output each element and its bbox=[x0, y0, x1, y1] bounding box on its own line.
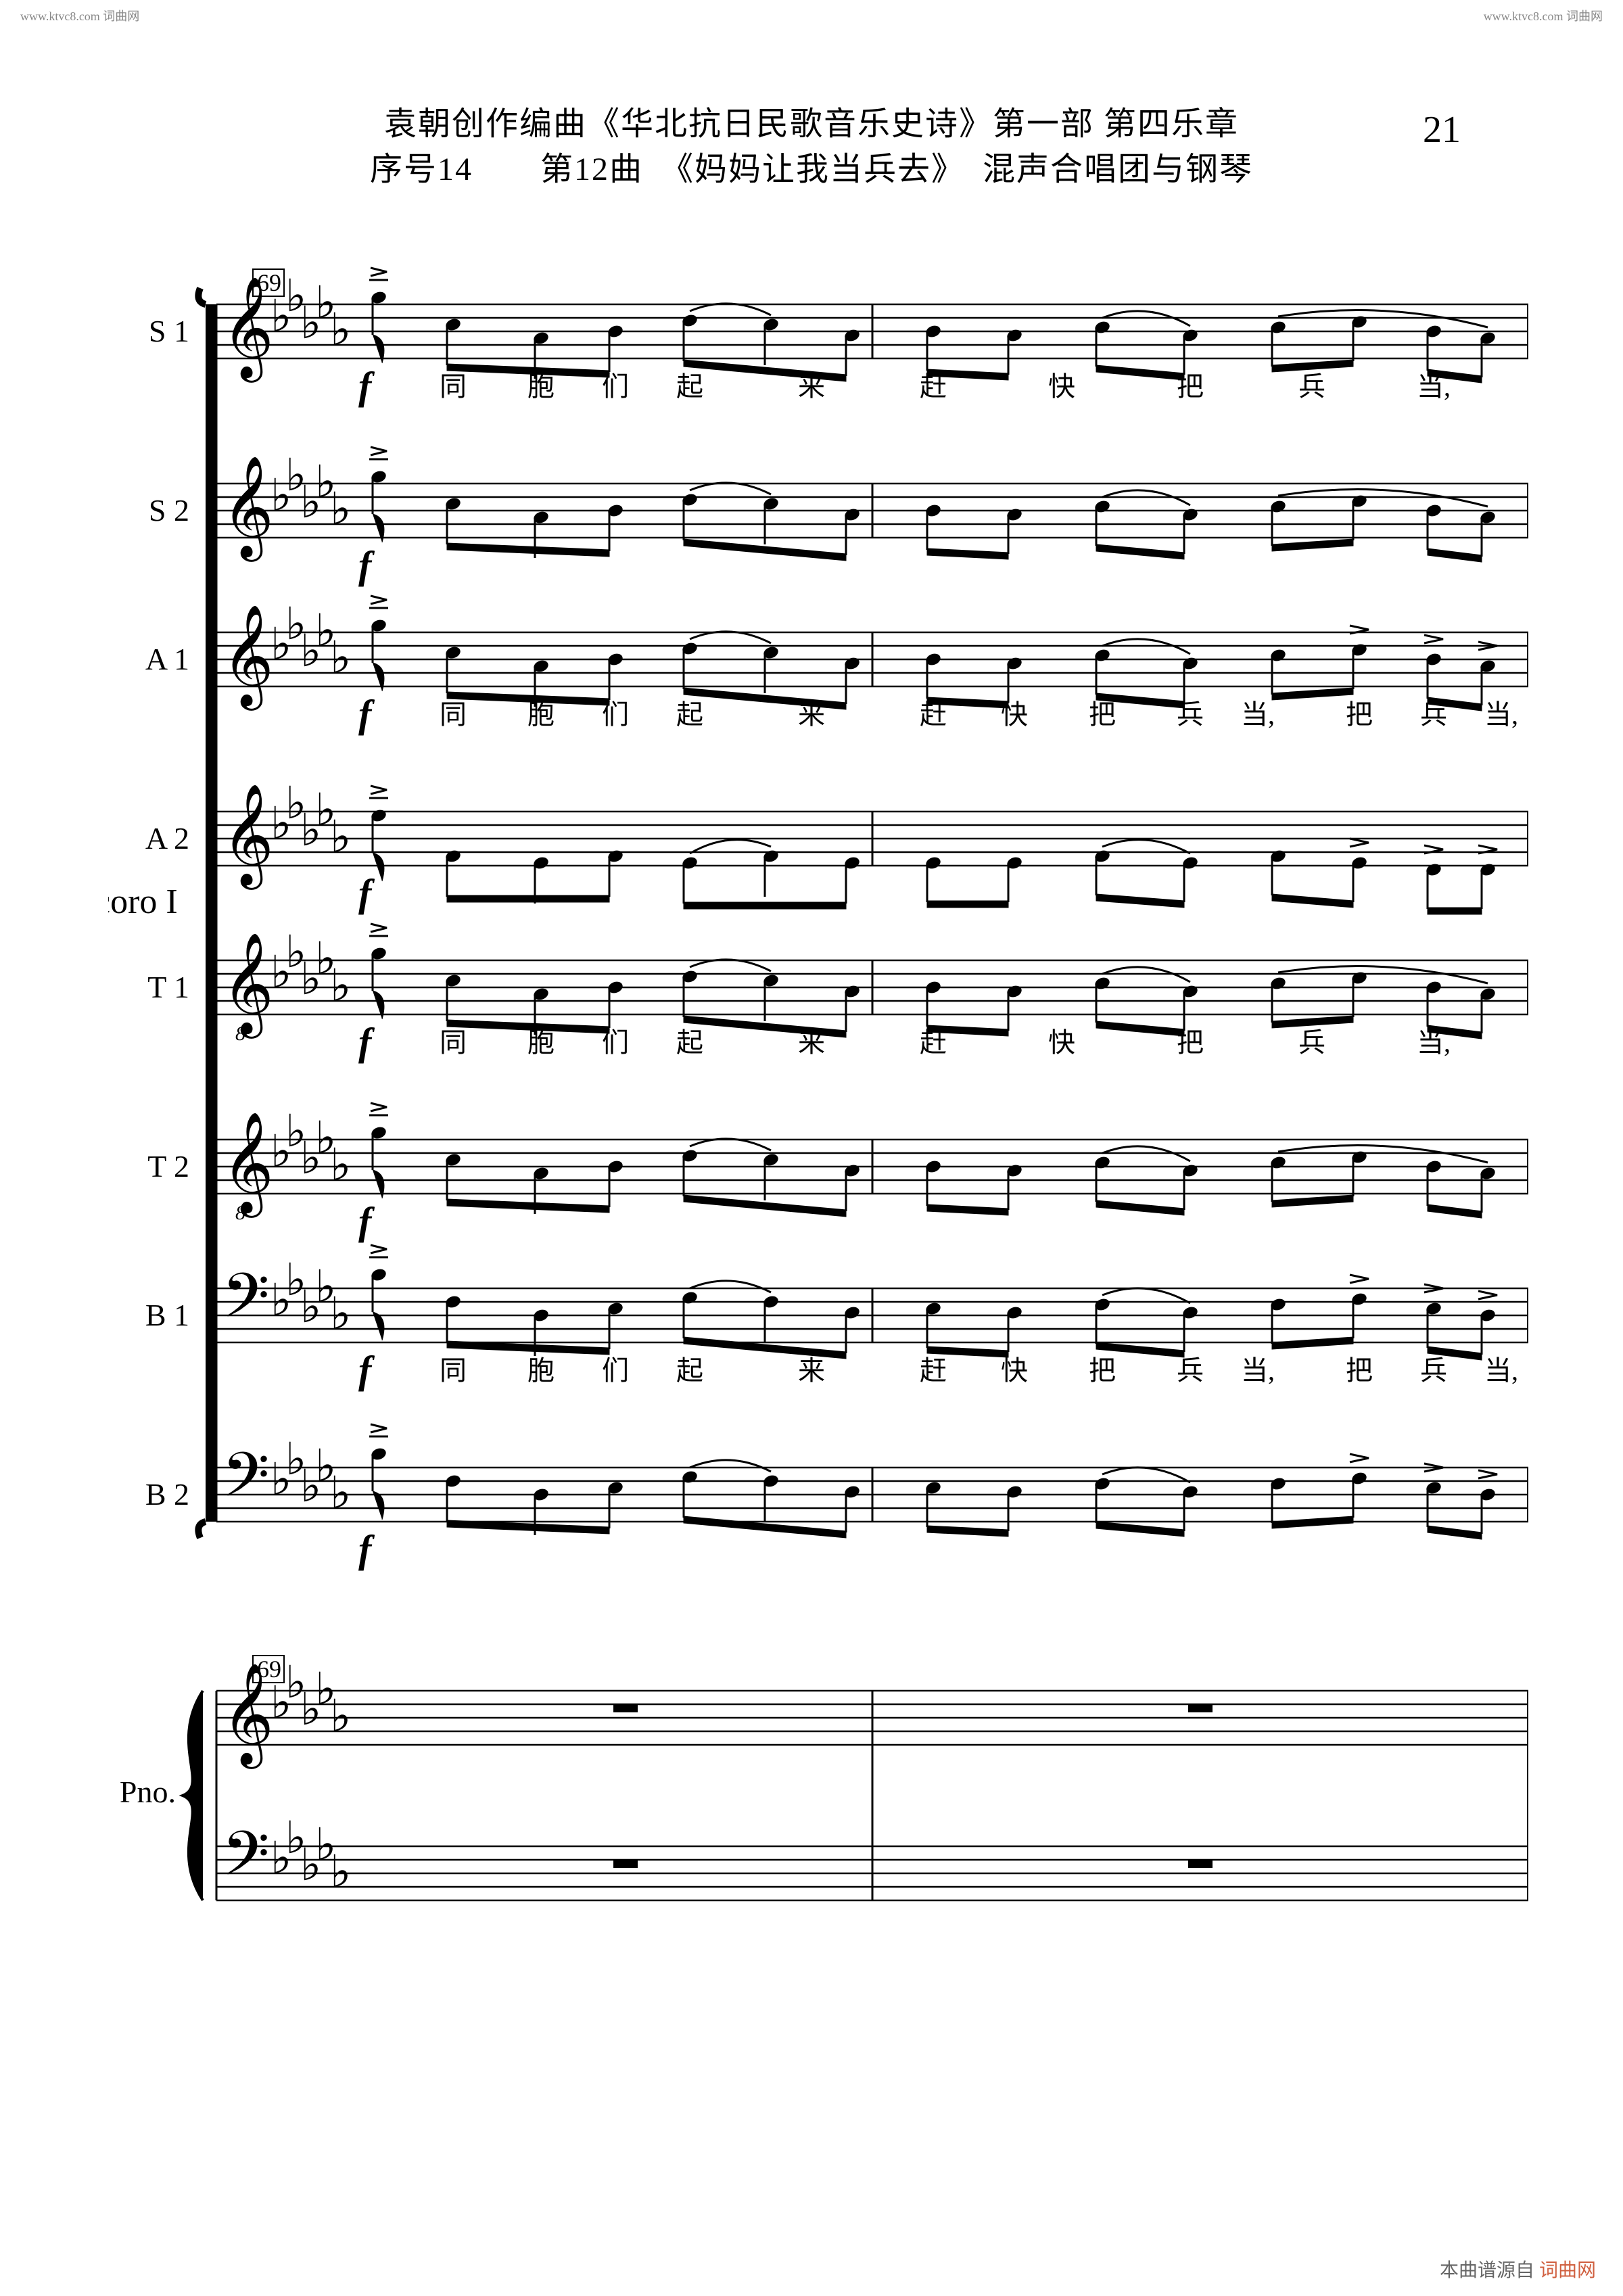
svg-text:f: f bbox=[358, 871, 375, 915]
svg-text:A 1: A 1 bbox=[145, 642, 189, 676]
svg-text:♭: ♭ bbox=[330, 1469, 351, 1518]
svg-text:们: 们 bbox=[602, 371, 629, 402]
svg-text:A 2: A 2 bbox=[145, 821, 189, 856]
svg-text:♭: ♭ bbox=[330, 813, 351, 862]
watermark-bottom-right: 本曲谱源自 词曲网 bbox=[1440, 2255, 1596, 2282]
svg-text:当,: 当, bbox=[1241, 1355, 1275, 1386]
svg-text:𝄞: 𝄞 bbox=[222, 606, 274, 711]
svg-text:T 2: T 2 bbox=[147, 1149, 189, 1184]
svg-text:f: f bbox=[358, 543, 375, 587]
svg-text:f: f bbox=[358, 1527, 375, 1571]
score-area: 69𝄞♭♭♭♭♭S 1f同胞们起来赶快把兵当,𝄞♭♭♭♭♭S 2f𝄞♭♭♭♭♭A… bbox=[108, 243, 1528, 1958]
svg-text:把: 把 bbox=[1177, 1027, 1204, 1058]
score-svg: 69𝄞♭♭♭♭♭S 1f同胞们起来赶快把兵当,𝄞♭♭♭♭♭S 2f𝄞♭♭♭♭♭A… bbox=[108, 243, 1528, 1954]
watermark-br-prefix: 本曲谱源自 bbox=[1440, 2260, 1534, 2281]
svg-text:起: 起 bbox=[676, 371, 703, 402]
svg-text:8: 8 bbox=[235, 1202, 245, 1224]
svg-text:起: 起 bbox=[676, 1355, 703, 1386]
svg-text:♭: ♭ bbox=[330, 1141, 351, 1190]
svg-text:来: 来 bbox=[798, 1355, 825, 1386]
svg-text:当,: 当, bbox=[1417, 1027, 1451, 1058]
watermark-br-red: 词曲网 bbox=[1539, 2260, 1596, 2281]
svg-text:胞: 胞 bbox=[527, 371, 555, 402]
svg-text:♭: ♭ bbox=[330, 485, 351, 534]
svg-text:S 1: S 1 bbox=[149, 314, 189, 348]
svg-text:当,: 当, bbox=[1241, 699, 1275, 730]
svg-text:来: 来 bbox=[798, 1027, 825, 1058]
watermark-top-left: www.ktvc8.com 词曲网 bbox=[20, 7, 139, 24]
svg-text:把: 把 bbox=[1089, 1355, 1116, 1386]
svg-text:♭: ♭ bbox=[330, 962, 351, 1011]
svg-text:♭: ♭ bbox=[330, 306, 351, 355]
svg-text:𝄞: 𝄞 bbox=[222, 785, 274, 890]
svg-text:f: f bbox=[358, 692, 375, 736]
page-number: 21 bbox=[1423, 108, 1461, 151]
svg-text:胞: 胞 bbox=[527, 699, 555, 730]
svg-text:兵: 兵 bbox=[1420, 699, 1447, 730]
svg-text:胞: 胞 bbox=[527, 1027, 555, 1058]
svg-text:♭: ♭ bbox=[330, 634, 351, 683]
svg-text:B 1: B 1 bbox=[145, 1298, 189, 1332]
svg-text:𝄢: 𝄢 bbox=[222, 1442, 270, 1524]
svg-text:当,: 当, bbox=[1417, 371, 1451, 402]
svg-text:同: 同 bbox=[440, 699, 467, 730]
svg-text:兵: 兵 bbox=[1177, 699, 1204, 730]
svg-text:69: 69 bbox=[257, 1656, 281, 1683]
svg-text:们: 们 bbox=[602, 699, 629, 730]
svg-text:们: 们 bbox=[602, 1027, 629, 1058]
svg-text:快: 快 bbox=[1048, 371, 1075, 402]
page-header: 袁朝创作编曲《华北抗日民歌音乐史诗》第一部 第四乐章 序号14 第12曲 《妈妈… bbox=[0, 101, 1623, 192]
svg-text:当,: 当, bbox=[1484, 699, 1518, 730]
svg-text:来: 来 bbox=[798, 371, 825, 402]
svg-text:𝄞: 𝄞 bbox=[222, 278, 274, 383]
svg-text:f: f bbox=[358, 364, 375, 408]
svg-text:当,: 当, bbox=[1484, 1355, 1518, 1386]
svg-text:8: 8 bbox=[235, 1023, 245, 1045]
svg-text:𝄞: 𝄞 bbox=[222, 457, 274, 562]
svg-text:快: 快 bbox=[1001, 699, 1028, 730]
title-line-1: 袁朝创作编曲《华北抗日民歌音乐史诗》第一部 第四乐章 bbox=[0, 101, 1623, 147]
svg-text:S 2: S 2 bbox=[149, 493, 189, 528]
svg-text:f: f bbox=[358, 1020, 375, 1064]
svg-text:同: 同 bbox=[440, 1027, 467, 1058]
title-line-2: 序号14 第12曲 《妈妈让我当兵去》 混声合唱团与钢琴 bbox=[0, 147, 1623, 192]
svg-text:♭: ♭ bbox=[330, 1692, 351, 1741]
svg-text:胞: 胞 bbox=[527, 1355, 555, 1386]
svg-text:♭: ♭ bbox=[330, 1848, 351, 1897]
svg-text:快: 快 bbox=[1048, 1027, 1075, 1058]
svg-text:赶: 赶 bbox=[920, 371, 947, 402]
svg-text:coro I: coro I bbox=[108, 883, 178, 921]
svg-text:f: f bbox=[358, 1199, 375, 1243]
svg-text:𝄢: 𝄢 bbox=[222, 1263, 270, 1345]
svg-text:f: f bbox=[358, 1348, 375, 1392]
svg-text:𝄞: 𝄞 bbox=[222, 1113, 274, 1218]
svg-text:把: 把 bbox=[1177, 371, 1204, 402]
svg-text:兵: 兵 bbox=[1298, 1027, 1325, 1058]
svg-text:T 1: T 1 bbox=[147, 970, 189, 1004]
svg-text:𝄢: 𝄢 bbox=[222, 1821, 270, 1903]
svg-text:赶: 赶 bbox=[920, 699, 947, 730]
svg-text:来: 来 bbox=[798, 699, 825, 730]
svg-text:同: 同 bbox=[440, 371, 467, 402]
svg-text:兵: 兵 bbox=[1298, 371, 1325, 402]
svg-text:起: 起 bbox=[676, 699, 703, 730]
svg-text:兵: 兵 bbox=[1420, 1355, 1447, 1386]
svg-text:把: 把 bbox=[1346, 1355, 1373, 1386]
svg-text:B 2: B 2 bbox=[145, 1477, 189, 1512]
svg-text:把: 把 bbox=[1346, 699, 1373, 730]
svg-text:快: 快 bbox=[1001, 1355, 1028, 1386]
svg-text:赶: 赶 bbox=[920, 1027, 947, 1058]
svg-text:♭: ♭ bbox=[330, 1290, 351, 1339]
svg-text:们: 们 bbox=[602, 1355, 629, 1386]
svg-text:𝄞: 𝄞 bbox=[222, 934, 274, 1039]
svg-text:同: 同 bbox=[440, 1355, 467, 1386]
svg-text:赶: 赶 bbox=[920, 1355, 947, 1386]
svg-text:Pno.: Pno. bbox=[120, 1775, 176, 1809]
svg-text:兵: 兵 bbox=[1177, 1355, 1204, 1386]
svg-text:把: 把 bbox=[1089, 699, 1116, 730]
svg-text:起: 起 bbox=[676, 1027, 703, 1058]
watermark-top-right: www.ktvc8.com 词曲网 bbox=[1484, 7, 1603, 24]
